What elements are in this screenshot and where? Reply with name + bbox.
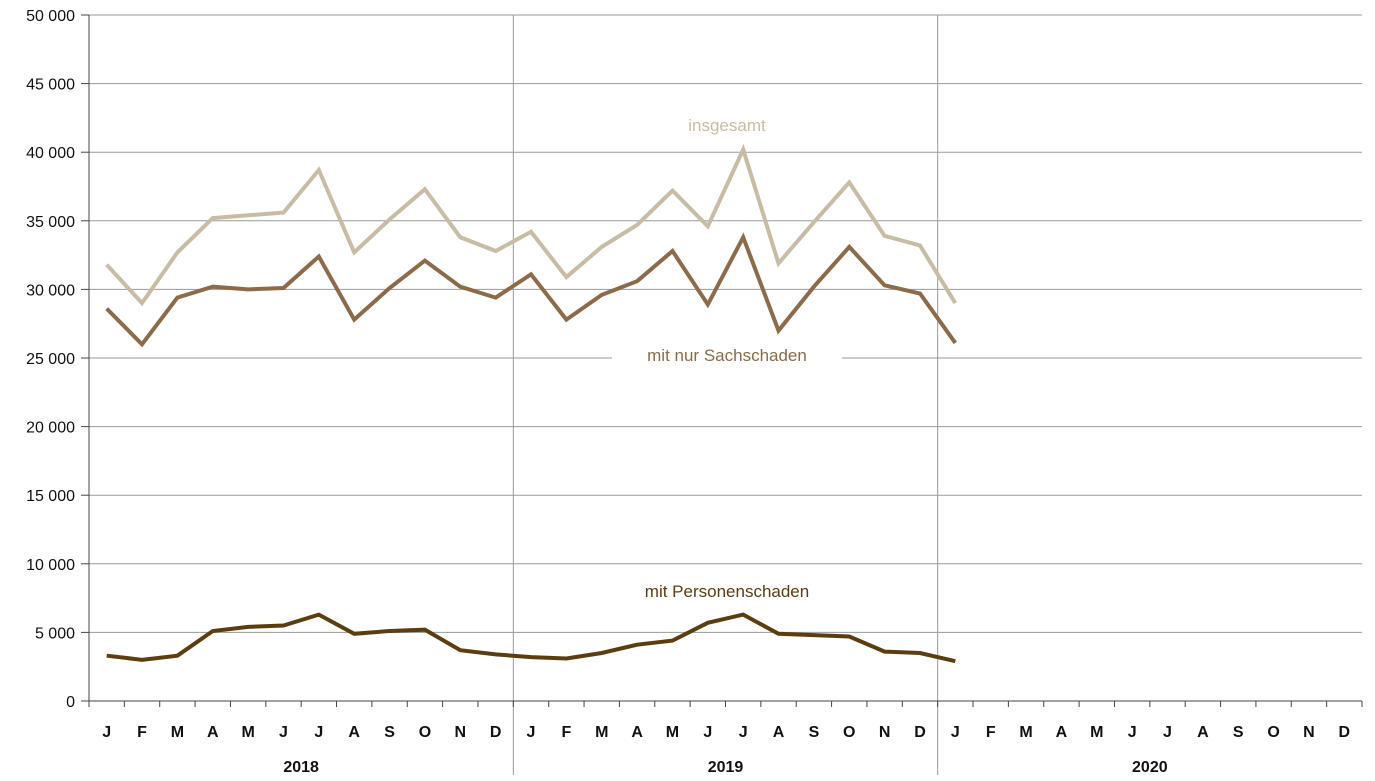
- x-tick-label: N: [455, 724, 467, 741]
- x-tick-label: F: [137, 724, 147, 741]
- x-tick-label: J: [314, 724, 323, 741]
- x-tick-label: M: [1019, 724, 1032, 741]
- y-tick-label: 15 000: [26, 488, 75, 505]
- x-tick-label: S: [384, 724, 395, 741]
- y-tick-label: 10 000: [26, 557, 75, 574]
- x-tick-label: J: [527, 724, 536, 741]
- x-tick-label: J: [1163, 724, 1172, 741]
- series-labels: insgesamt mit nur Sachschaden mit Personen…: [612, 116, 842, 601]
- x-tick-label: D: [1339, 724, 1351, 741]
- x-tick-label: A: [348, 724, 360, 741]
- x-axis: J F M A M J J A S O N D J F M A M J J A S O N D J F M A M J J A S O N D 2018…: [88, 700, 1363, 776]
- x-tick-label: D: [490, 724, 502, 741]
- x-tick-label: O: [419, 724, 431, 741]
- x-tick-label: J: [102, 724, 111, 741]
- y-tick-label: 20 000: [26, 420, 75, 437]
- y-tick-label: 25 000: [26, 351, 75, 368]
- series-line-0: [105, 143, 958, 307]
- x-tick-label: D: [914, 724, 926, 741]
- x-tick-label: N: [879, 724, 891, 741]
- x-tick-label: J: [703, 724, 712, 741]
- y-tick-label: 35 000: [26, 214, 75, 231]
- year-label: 2018: [283, 759, 319, 776]
- x-tick-label: S: [1233, 724, 1244, 741]
- x-tick-label: M: [241, 724, 254, 741]
- series-line-2: [106, 612, 956, 664]
- x-tick-label: O: [1267, 724, 1279, 741]
- year-label: 2019: [708, 759, 744, 776]
- x-tick-label: A: [773, 724, 785, 741]
- x-tick-label: M: [171, 724, 184, 741]
- x-tick-label: A: [1056, 724, 1068, 741]
- y-tick-label: 0: [66, 694, 75, 711]
- x-tick-label: A: [207, 724, 219, 741]
- series-line-1: [105, 232, 957, 348]
- y-tick-label: 5 000: [35, 625, 75, 642]
- x-tick-label: M: [1090, 724, 1103, 741]
- x-tick-label: J: [279, 724, 288, 741]
- x-tick-label: J: [739, 724, 748, 741]
- y-tick-label: 45 000: [26, 77, 75, 94]
- x-tick-label: M: [666, 724, 679, 741]
- x-tick-label: A: [1197, 724, 1209, 741]
- x-tick-label: O: [843, 724, 855, 741]
- series-label-background: [612, 345, 842, 369]
- x-tick-label: A: [631, 724, 643, 741]
- x-tick-label: F: [561, 724, 571, 741]
- x-tick-label: M: [595, 724, 608, 741]
- series-lines: [105, 143, 958, 664]
- x-tick-label: N: [1303, 724, 1315, 741]
- x-tick-label: J: [1128, 724, 1137, 741]
- series-label-1: mit nur Sachschaden: [647, 346, 807, 365]
- x-tick-label: F: [986, 724, 996, 741]
- y-axis: 0 5 000 10 000 15 000 20 000 25 000 30 000 35 0…: [26, 8, 90, 711]
- x-tick-label: S: [809, 724, 820, 741]
- series-label-0: insgesamt: [688, 116, 766, 135]
- series-label-2: mit Personenschaden: [645, 582, 809, 601]
- y-tick-label: 40 000: [26, 145, 75, 162]
- x-tick-label: J: [951, 724, 960, 741]
- y-tick-label: 50 000: [26, 8, 75, 25]
- year-label: 2020: [1132, 759, 1168, 776]
- y-tick-label: 30 000: [26, 282, 75, 299]
